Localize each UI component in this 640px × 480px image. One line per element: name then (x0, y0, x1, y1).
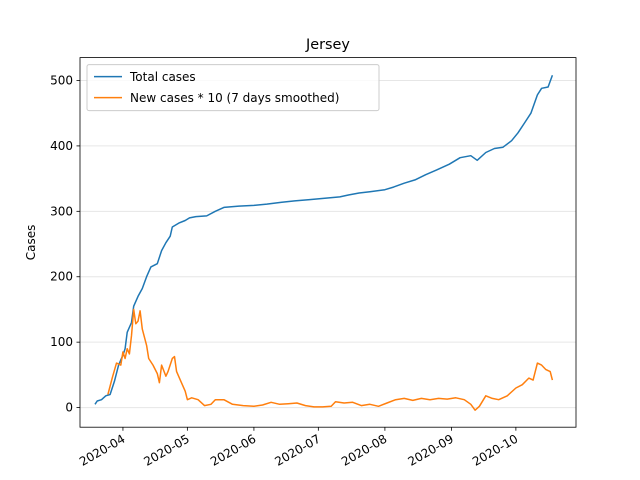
x-tick-label: 2020-10 (470, 432, 520, 469)
x-tick-label: 2020-09 (406, 432, 456, 469)
chart-title: Jersey (305, 37, 350, 53)
y-tick-label: 400 (50, 139, 73, 153)
legend-label-1: New cases * 10 (7 days smoothed) (130, 91, 339, 105)
series-lines (94, 75, 554, 411)
y-axis-label: Cases (24, 225, 38, 261)
gridlines (80, 79, 576, 409)
y-tick-label: 300 (50, 204, 73, 218)
legend-label-0: Total cases (129, 70, 196, 84)
x-axis: 2020-04 2020-05 2020-06 2020-07 2020-08 2020-… (77, 427, 520, 469)
plot-frame (79, 57, 577, 428)
legend: Total cases New cases * 10 (7 days smooth… (86, 64, 380, 112)
x-tick-label: 2020-05 (141, 432, 191, 469)
y-tick-label: 200 (50, 270, 73, 284)
y-tick-label: 100 (50, 335, 73, 349)
series-line-0 (94, 75, 554, 405)
y-axis: 0 100 200 300 400 500 (50, 73, 80, 415)
series-line-1 (107, 308, 554, 411)
legend-box (86, 64, 380, 112)
x-tick-label: 2020-08 (339, 432, 389, 469)
x-tick-label: 2020-07 (272, 432, 322, 469)
y-tick-label: 0 (65, 401, 73, 415)
x-tick-label: 2020-06 (208, 432, 258, 469)
x-tick-label: 2020-04 (77, 432, 127, 469)
y-tick-label: 500 (50, 73, 73, 87)
